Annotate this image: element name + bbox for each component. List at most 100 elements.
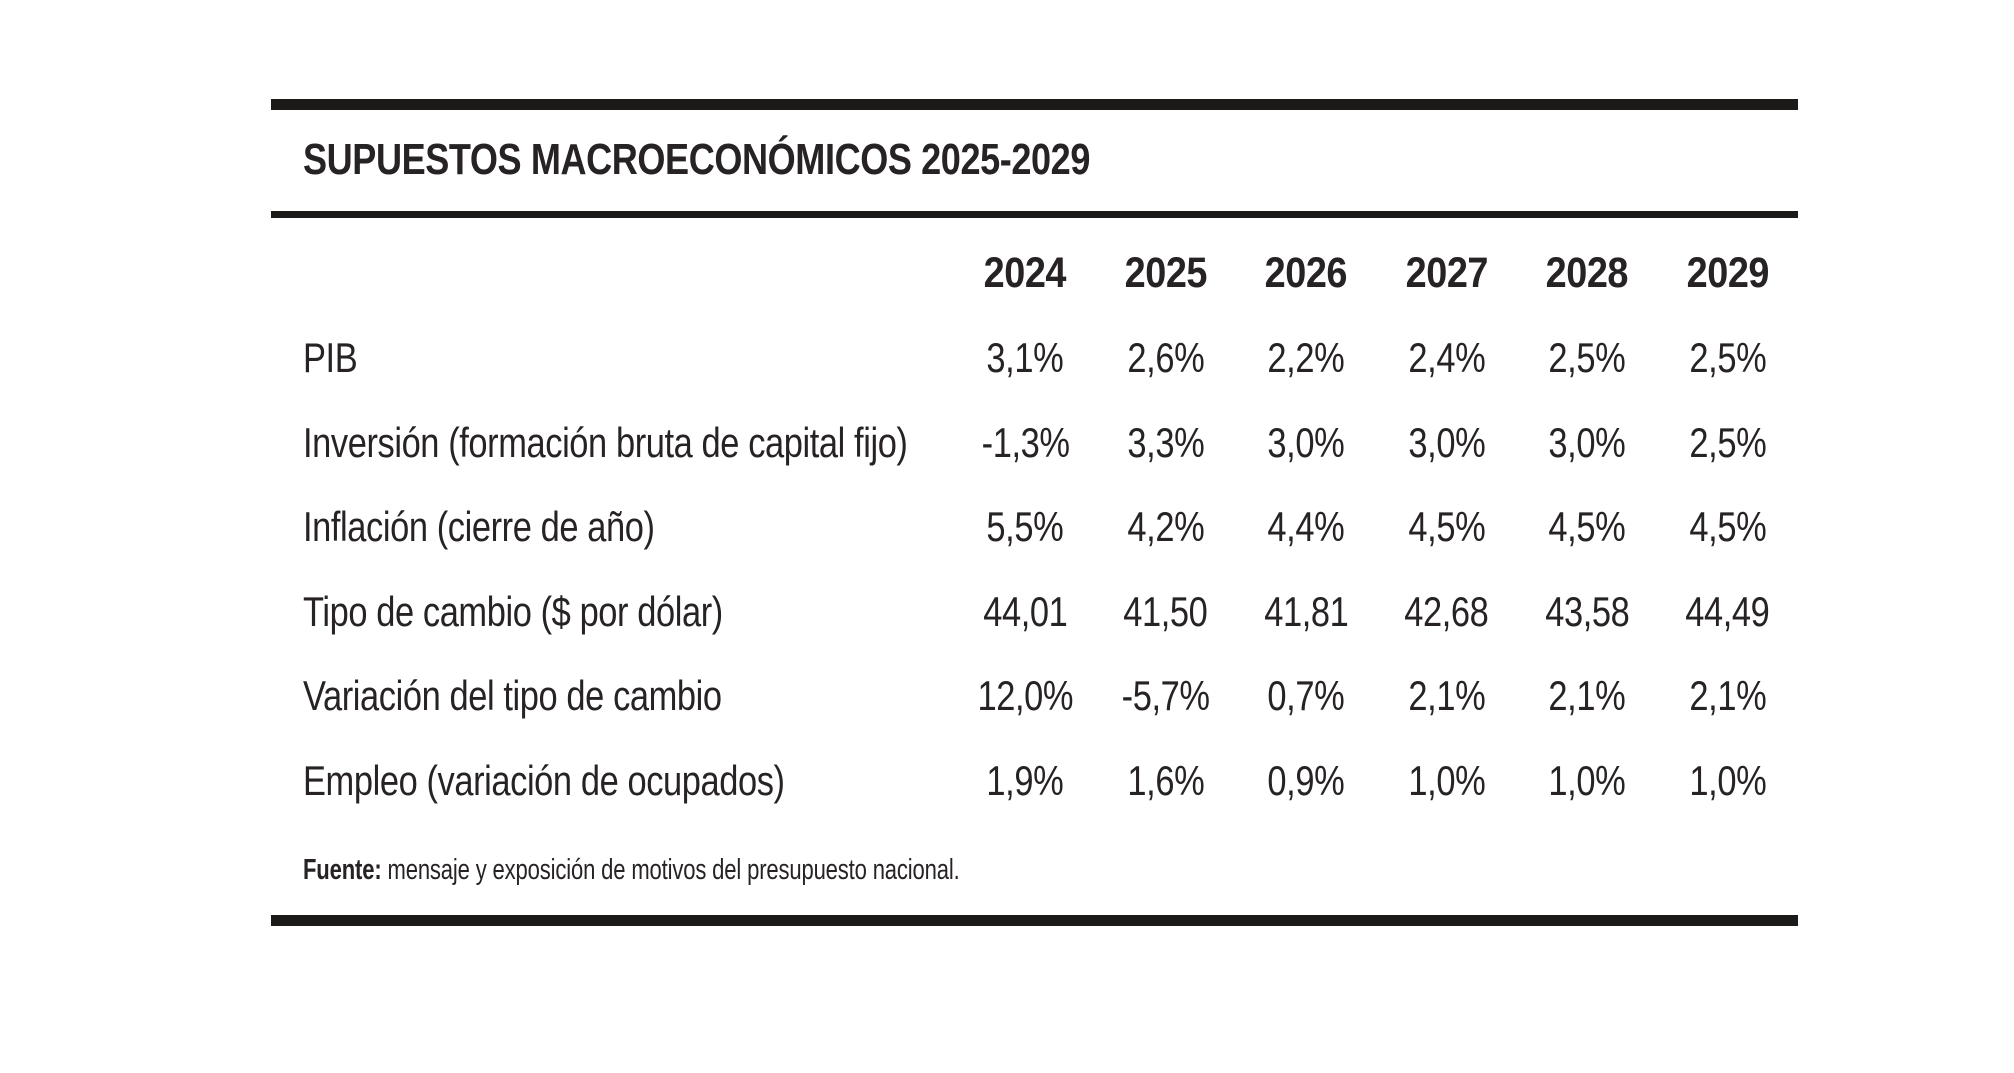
value-text: 2,5% — [1689, 418, 1767, 466]
value-text: 0,9% — [1267, 756, 1345, 804]
value-cell-2027: 2,4% — [1377, 334, 1518, 382]
value-text: 2,1% — [1689, 672, 1767, 720]
value-cell-2029: 44,49 — [1658, 588, 1799, 636]
value-text: 42,68 — [1404, 587, 1490, 635]
value-cell-2024: 1,9% — [955, 757, 1096, 805]
year-header-text: 2024 — [984, 248, 1067, 297]
value-text: 2,4% — [1408, 334, 1486, 382]
value-cell-2026: 0,7% — [1236, 672, 1377, 720]
table-row: Inversión (formación bruta de capital fi… — [271, 401, 1798, 486]
value-cell-2027: 4,5% — [1377, 503, 1518, 551]
value-text: 2,1% — [1408, 672, 1486, 720]
row-label: Variación del tipo de cambio — [271, 672, 955, 720]
year-header-2027: 2027 — [1377, 248, 1518, 298]
row-label-text: Variación del tipo de cambio — [303, 672, 722, 720]
value-cell-2029: 1,0% — [1658, 757, 1799, 805]
year-header-2026: 2026 — [1236, 248, 1377, 298]
table-header-row: 2024 2025 2026 2027 2028 2029 — [271, 248, 1798, 298]
value-cell-2026: 4,4% — [1236, 503, 1377, 551]
value-cell-2025: 4,2% — [1096, 503, 1237, 551]
source-line: Fuente: mensaje y exposición de motivos … — [303, 853, 960, 887]
value-cell-2029: 2,5% — [1658, 419, 1799, 467]
value-text: 4,5% — [1548, 503, 1626, 551]
row-label: Inversión (formación bruta de capital fi… — [271, 419, 955, 467]
value-cell-2026: 41,81 — [1236, 588, 1377, 636]
row-label: Inflación (cierre de año) — [271, 503, 955, 551]
year-header-2028: 2028 — [1517, 248, 1658, 298]
value-cell-2024: -1,3% — [955, 419, 1096, 467]
value-cell-2027: 42,68 — [1377, 588, 1518, 636]
value-cell-2029: 2,5% — [1658, 334, 1799, 382]
value-text: -5,7% — [1121, 672, 1210, 720]
table-row: Tipo de cambio ($ por dólar) 44,01 41,50 41… — [271, 570, 1798, 655]
value-text: 1,0% — [1548, 756, 1626, 804]
value-cell-2029: 4,5% — [1658, 503, 1799, 551]
value-text: 1,0% — [1689, 756, 1767, 804]
table-title-text: SUPUESTOS MACROECONÓMICOS 2025-2029 — [303, 135, 1090, 184]
top-rule — [271, 99, 1798, 110]
row-label: Tipo de cambio ($ por dólar) — [271, 588, 955, 636]
value-cell-2028: 3,0% — [1517, 419, 1658, 467]
value-cell-2029: 2,1% — [1658, 672, 1799, 720]
year-header-text: 2027 — [1405, 248, 1489, 297]
value-text: 4,2% — [1127, 503, 1205, 551]
value-text: 3,1% — [986, 334, 1064, 382]
year-header-2025: 2025 — [1096, 248, 1237, 298]
value-cell-2025: 2,6% — [1096, 334, 1237, 382]
value-cell-2024: 5,5% — [955, 503, 1096, 551]
row-label: PIB — [271, 334, 955, 382]
value-cell-2025: -5,7% — [1096, 672, 1237, 720]
value-text: 0,7% — [1267, 672, 1345, 720]
value-cell-2024: 3,1% — [955, 334, 1096, 382]
value-cell-2025: 1,6% — [1096, 757, 1237, 805]
value-text: 12,0% — [977, 672, 1074, 720]
value-text: 3,3% — [1127, 418, 1205, 466]
row-label-text: Empleo (variación de ocupados) — [303, 756, 785, 804]
value-text: 3,0% — [1267, 418, 1345, 466]
value-text: 2,5% — [1689, 334, 1767, 382]
table-row: Inflación (cierre de año) 5,5% 4,2% 4,4% 4,5… — [271, 485, 1798, 570]
table-title: SUPUESTOS MACROECONÓMICOS 2025-2029 — [303, 138, 1263, 182]
bottom-rule — [271, 915, 1798, 926]
value-cell-2025: 3,3% — [1096, 419, 1237, 467]
value-cell-2026: 0,9% — [1236, 757, 1377, 805]
value-text: -1,3% — [981, 418, 1070, 466]
value-text: 44,01 — [983, 587, 1068, 635]
value-text: 1,9% — [986, 756, 1064, 804]
value-text: 2,1% — [1548, 672, 1626, 720]
value-cell-2026: 3,0% — [1236, 419, 1377, 467]
year-header-2029: 2029 — [1658, 248, 1799, 298]
source-note: Fuente: mensaje y exposición de motivos … — [303, 853, 1167, 887]
table-row: Empleo (variación de ocupados) 1,9% 1,6% 0,… — [271, 739, 1798, 824]
year-header-text: 2026 — [1265, 248, 1348, 297]
value-text: 5,5% — [986, 503, 1064, 551]
table-row: PIB 3,1% 2,6% 2,2% 2,4% 2,5% 2,5% — [271, 316, 1798, 401]
value-text: 4,4% — [1267, 503, 1345, 551]
value-text: 3,0% — [1408, 418, 1486, 466]
row-label: Empleo (variación de ocupados) — [271, 757, 955, 805]
year-header-text: 2029 — [1686, 248, 1770, 297]
header-rule — [271, 211, 1798, 218]
source-text: mensaje y exposición de motivos del pres… — [387, 854, 960, 886]
value-text: 1,0% — [1408, 756, 1486, 804]
source-label: Fuente: — [303, 854, 382, 886]
value-text: 44,49 — [1685, 587, 1771, 635]
year-header-2024: 2024 — [955, 248, 1096, 298]
value-cell-2027: 2,1% — [1377, 672, 1518, 720]
value-cell-2028: 4,5% — [1517, 503, 1658, 551]
value-cell-2024: 12,0% — [955, 672, 1096, 720]
value-text: 2,5% — [1548, 334, 1626, 382]
table-row: Variación del tipo de cambio 12,0% -5,7% 0,… — [271, 654, 1798, 739]
value-cell-2024: 44,01 — [955, 588, 1096, 636]
value-text: 2,2% — [1267, 334, 1345, 382]
row-label-text: Inversión (formación bruta de capital fi… — [303, 418, 908, 466]
value-cell-2027: 1,0% — [1377, 757, 1518, 805]
value-cell-2026: 2,2% — [1236, 334, 1377, 382]
row-label-text: PIB — [303, 334, 358, 382]
value-text: 4,5% — [1689, 503, 1767, 551]
value-text: 4,5% — [1408, 503, 1486, 551]
value-cell-2028: 1,0% — [1517, 757, 1658, 805]
value-cell-2028: 2,5% — [1517, 334, 1658, 382]
year-header-text: 2025 — [1124, 248, 1208, 297]
